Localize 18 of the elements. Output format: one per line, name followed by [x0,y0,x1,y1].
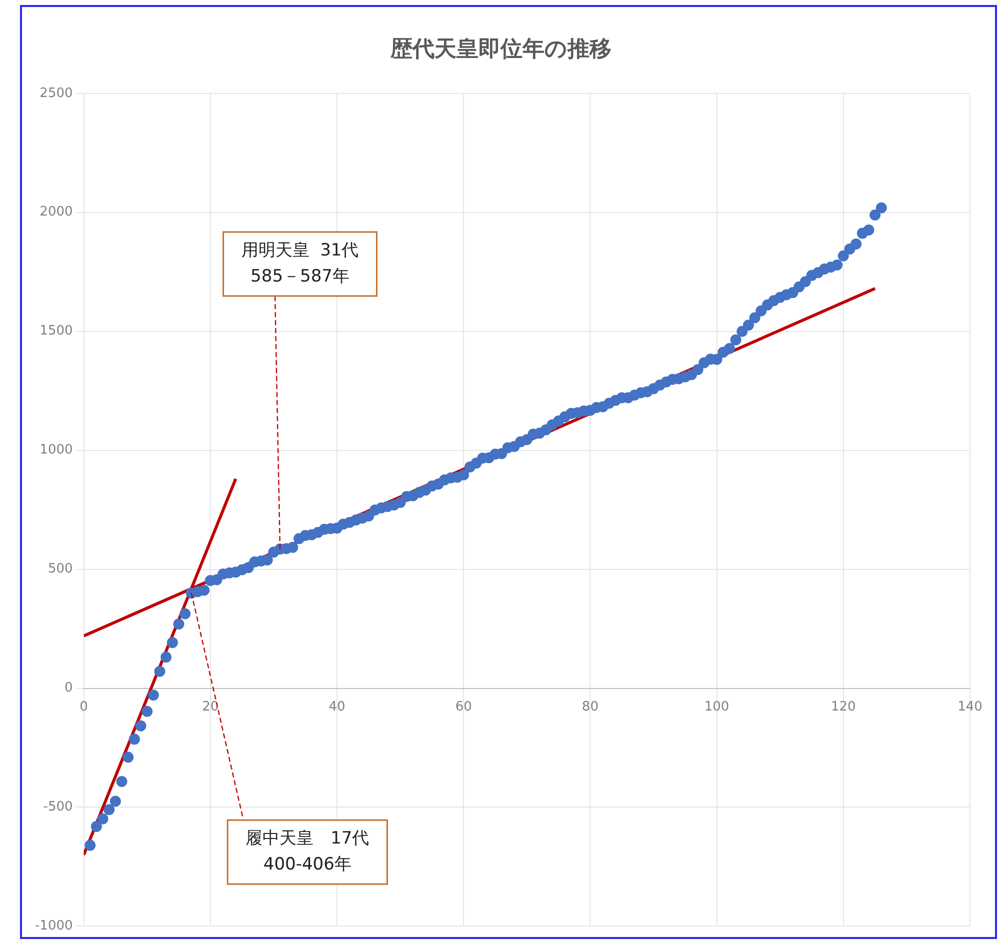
y-tick-label: -500 [43,800,73,815]
y-tick-label: 2500 [40,86,73,101]
x-tick-label: 40 [328,699,346,714]
y-tick-label: -1000 [34,918,73,934]
annotation: 用明天皇 31代 585－587年 [241,240,359,286]
y-tick-label: 2000 [40,204,73,220]
chart-title: 歴代天皇即位年の推移 [390,36,612,62]
x-tick-label: 0 [80,699,88,714]
y-tick-label: 0 [64,680,73,696]
x-tick-label: 120 [830,699,856,714]
x-tick-label: 60 [455,699,472,714]
y-tick-label: 1500 [40,324,73,339]
y-tick-label: 500 [48,562,73,577]
x-tick-label: 140 [958,699,982,714]
y-tick-label: 1000 [40,442,73,458]
annotation: 履中天皇 17代 400-406年 [246,828,370,874]
x-tick-label: 100 [704,699,730,714]
x-tick-label: 80 [582,699,598,714]
